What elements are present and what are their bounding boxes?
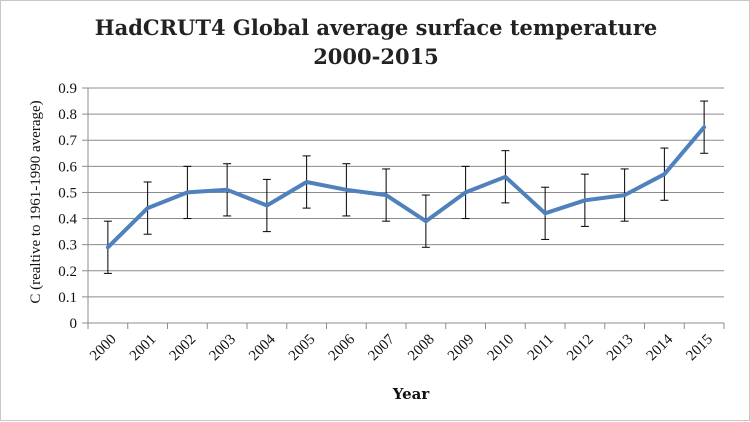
- x-tick-label: 2000: [87, 332, 120, 365]
- y-tick-label: 0.7: [58, 133, 77, 149]
- data-point: [623, 193, 627, 197]
- data-point: [424, 219, 428, 223]
- y-tick-labels: 0 0.1 0.2 0.3 0.4 0.5 0.6 0.7 0.8 0.9: [58, 81, 77, 332]
- x-tick-label: 2004: [246, 331, 279, 364]
- data-point: [305, 180, 309, 184]
- x-tick-labels: 2000 2001 2002 2003 2004 2005 2006 2007 2008 2009…: [87, 331, 716, 364]
- data-point: [344, 188, 348, 192]
- data-point: [225, 188, 229, 192]
- data-point: [583, 198, 587, 202]
- y-tick-label: 0.8: [58, 107, 77, 123]
- y-tick-label: 0.6: [58, 159, 77, 175]
- data-point: [265, 204, 269, 207]
- data-point: [384, 193, 388, 197]
- y-axis-title: C (realtive to 1961-1990 average): [28, 100, 44, 303]
- y-tick-label: 0.3: [58, 238, 77, 254]
- y-tick-label: 0.4: [58, 212, 77, 228]
- chart-title-line-2: 2000-2015: [313, 44, 439, 69]
- data-point: [106, 245, 110, 249]
- y-tick-label: 0.1: [58, 290, 77, 306]
- data-point: [662, 172, 666, 176]
- series-line: [105, 125, 707, 250]
- x-tick-label: 2012: [564, 332, 597, 365]
- x-tick-label: 2003: [206, 332, 239, 365]
- x-tick-label: 2015: [683, 332, 716, 365]
- data-series: [105, 125, 707, 250]
- y-tick-label: 0.5: [58, 185, 77, 201]
- data-point: [503, 175, 507, 179]
- y-tick-label: 0: [70, 316, 78, 332]
- data-point: [702, 125, 706, 129]
- x-tick-label: 2009: [445, 332, 478, 365]
- chart-title-line-1: HadCRUT4 Global average surface temperat…: [95, 15, 658, 40]
- y-tick-label: 0.2: [58, 264, 77, 280]
- y-tick-label: 0.9: [58, 81, 77, 97]
- x-tick-label: 2013: [604, 332, 637, 365]
- x-tick-label: 2006: [326, 331, 359, 364]
- data-point: [185, 190, 189, 194]
- x-tick-label: 2008: [405, 332, 438, 365]
- x-tick-label: 2002: [167, 332, 200, 365]
- x-tick-label: 2001: [127, 332, 160, 365]
- x-tick-label: 2010: [485, 332, 518, 365]
- x-axis-title: Year: [392, 385, 431, 403]
- error-bars: [103, 100, 709, 274]
- x-tick-label: 2005: [286, 332, 319, 365]
- data-point: [146, 206, 150, 210]
- x-tick-label: 2011: [525, 332, 557, 364]
- x-tick-label: 2014: [644, 331, 677, 364]
- data-point: [543, 211, 547, 215]
- x-tick-label: 2007: [365, 331, 398, 364]
- data-point: [464, 190, 468, 194]
